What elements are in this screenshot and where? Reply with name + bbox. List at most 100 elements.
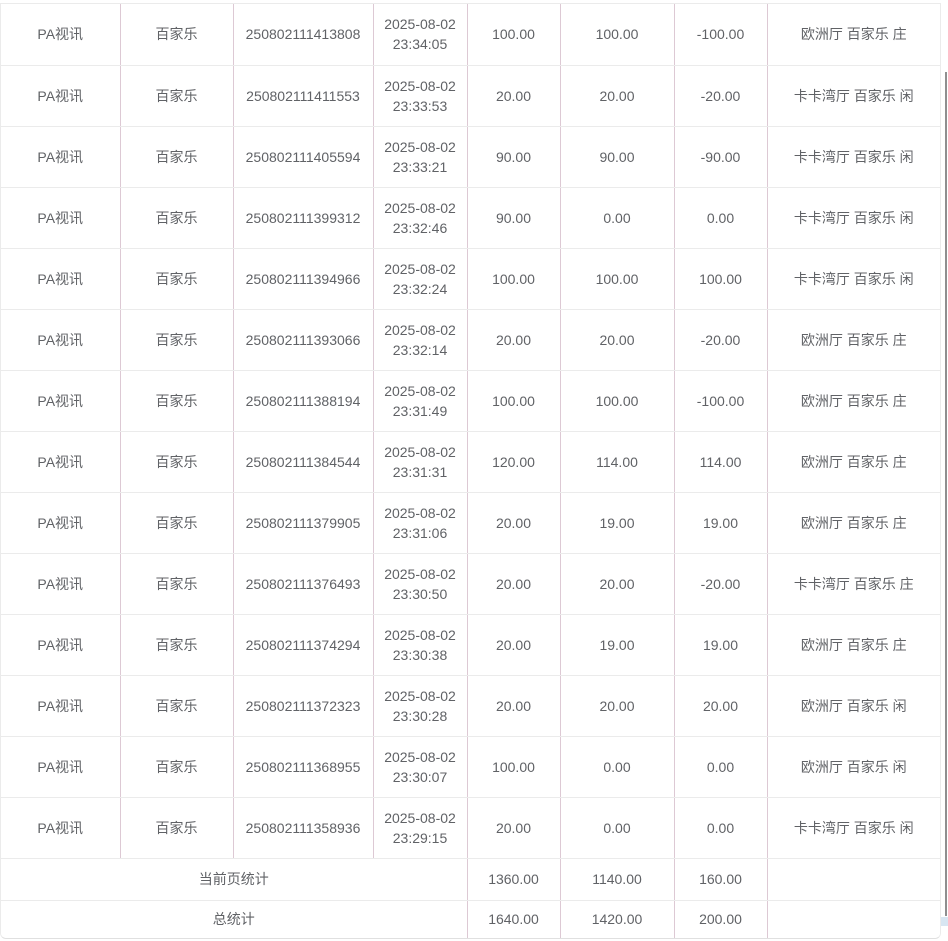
order-no-cell: 250802111399312 [233,187,374,249]
bet-amount-cell: 20.00 [467,492,561,554]
time-cell: 2025-08-02 23:31:06 [373,492,468,554]
valid-bet-cell: 20.00 [560,553,675,615]
bet-amount-cell: 20.00 [467,65,561,127]
order-no-cell: 250802111393066 [233,309,374,371]
bet-amount-cell: 20.00 [467,797,561,859]
table-info-cell: 欧洲厅 百家乐 庄 [767,492,940,554]
summary-label-cell: 总统计 [1,900,468,938]
order-no-cell: 250802111405594 [233,126,374,188]
platform-cell: PA视讯 [1,309,121,371]
valid-bet-cell: 0.00 [560,797,675,859]
bet-amount-cell: 100.00 [467,736,561,798]
valid-bet-cell: 0.00 [560,187,675,249]
table-row: PA视讯 百家乐 250802111411553 2025-08-02 23:33:5… [1,65,940,127]
vertical-scrollbar[interactable] [945,72,947,916]
table-row: PA视讯 百家乐 250802111384544 2025-08-02 23:31:3… [1,431,940,493]
win-loss-cell: -20.00 [674,65,768,127]
order-no-cell: 250802111388194 [233,370,374,432]
valid-bet-cell: 19.00 [560,614,675,676]
time-cell: 2025-08-02 23:32:24 [373,248,468,310]
win-loss-cell: 20.00 [674,675,768,737]
time-cell: 2025-08-02 23:29:15 [373,797,468,859]
table-info-cell: 卡卡湾厅 百家乐 庄 [767,553,940,615]
table-info-cell: 卡卡湾厅 百家乐 闲 [767,248,940,310]
bet-amount-cell: 90.00 [467,187,561,249]
table-row: PA视讯 百家乐 250802111379905 2025-08-02 23:31:0… [1,492,940,554]
summary-valid-total-cell: 1140.00 [560,858,675,901]
summary-bet-total-cell: 1360.00 [467,858,561,901]
time-cell: 2025-08-02 23:30:07 [373,736,468,798]
time-cell: 2025-08-02 23:32:46 [373,187,468,249]
time-cell: 2025-08-02 23:34:05 [373,4,468,66]
table-row: PA视讯 百家乐 250802111394966 2025-08-02 23:32:2… [1,248,940,310]
bet-records-table: PA视讯 百家乐 250802111413808 2025-08-02 23:34:0… [1,4,940,938]
valid-bet-cell: 20.00 [560,675,675,737]
game-cell: 百家乐 [120,675,234,737]
game-cell: 百家乐 [120,553,234,615]
summary-bet-total-cell: 1640.00 [467,900,561,938]
table-info-cell: 卡卡湾厅 百家乐 闲 [767,126,940,188]
valid-bet-cell: 90.00 [560,126,675,188]
valid-bet-cell: 114.00 [560,431,675,493]
table-row: PA视讯 百家乐 250802111368955 2025-08-02 23:30:0… [1,736,940,798]
table-row: PA视讯 百家乐 250802111376493 2025-08-02 23:30:5… [1,553,940,615]
platform-cell: PA视讯 [1,797,121,859]
platform-cell: PA视讯 [1,4,121,66]
game-cell: 百家乐 [120,309,234,371]
bet-amount-cell: 90.00 [467,126,561,188]
valid-bet-cell: 20.00 [560,65,675,127]
win-loss-cell: -100.00 [674,4,768,66]
bet-amount-cell: 20.00 [467,614,561,676]
table-info-cell: 欧洲厅 百家乐 庄 [767,370,940,432]
platform-cell: PA视讯 [1,492,121,554]
win-loss-cell: -20.00 [674,553,768,615]
win-loss-cell: 0.00 [674,187,768,249]
table-row: PA视讯 百家乐 250802111393066 2025-08-02 23:32:1… [1,309,940,371]
win-loss-cell: 100.00 [674,248,768,310]
table-info-cell: 欧洲厅 百家乐 庄 [767,431,940,493]
summary-row: 当前页统计 1360.00 1140.00 160.00 [1,858,940,901]
bet-amount-cell: 100.00 [467,248,561,310]
win-loss-cell: -90.00 [674,126,768,188]
bet-amount-cell: 120.00 [467,431,561,493]
bet-amount-cell: 20.00 [467,553,561,615]
table-info-cell: 卡卡湾厅 百家乐 闲 [767,187,940,249]
time-cell: 2025-08-02 23:32:14 [373,309,468,371]
game-cell: 百家乐 [120,736,234,798]
platform-cell: PA视讯 [1,187,121,249]
table-info-cell: 欧洲厅 百家乐 庄 [767,309,940,371]
order-no-cell: 250802111413808 [233,4,374,66]
game-cell: 百家乐 [120,797,234,859]
order-no-cell: 250802111411553 [233,65,374,127]
game-cell: 百家乐 [120,187,234,249]
time-cell: 2025-08-02 23:30:50 [373,553,468,615]
summary-row: 总统计 1640.00 1420.00 200.00 [1,900,940,938]
summary-empty-cell [767,900,940,938]
time-cell: 2025-08-02 23:31:49 [373,370,468,432]
bet-amount-cell: 100.00 [467,4,561,66]
win-loss-cell: 0.00 [674,797,768,859]
order-no-cell: 250802111372323 [233,675,374,737]
scrollbar-corner [941,917,948,926]
platform-cell: PA视讯 [1,675,121,737]
table-info-cell: 欧洲厅 百家乐 闲 [767,675,940,737]
table-info-cell: 卡卡湾厅 百家乐 闲 [767,797,940,859]
valid-bet-cell: 100.00 [560,4,675,66]
win-loss-cell: 19.00 [674,614,768,676]
platform-cell: PA视讯 [1,248,121,310]
win-loss-cell: -100.00 [674,370,768,432]
time-cell: 2025-08-02 23:33:53 [373,65,468,127]
order-no-cell: 250802111379905 [233,492,374,554]
game-cell: 百家乐 [120,431,234,493]
game-cell: 百家乐 [120,370,234,432]
summary-valid-total-cell: 1420.00 [560,900,675,938]
table-row: PA视讯 百家乐 250802111374294 2025-08-02 23:30:3… [1,614,940,676]
order-no-cell: 250802111376493 [233,553,374,615]
win-loss-cell: 0.00 [674,736,768,798]
table-row: PA视讯 百家乐 250802111388194 2025-08-02 23:31:4… [1,370,940,432]
bet-amount-cell: 20.00 [467,675,561,737]
valid-bet-cell: 20.00 [560,309,675,371]
game-cell: 百家乐 [120,614,234,676]
table-row: PA视讯 百家乐 250802111405594 2025-08-02 23:33:2… [1,126,940,188]
table-info-cell: 欧洲厅 百家乐 庄 [767,614,940,676]
